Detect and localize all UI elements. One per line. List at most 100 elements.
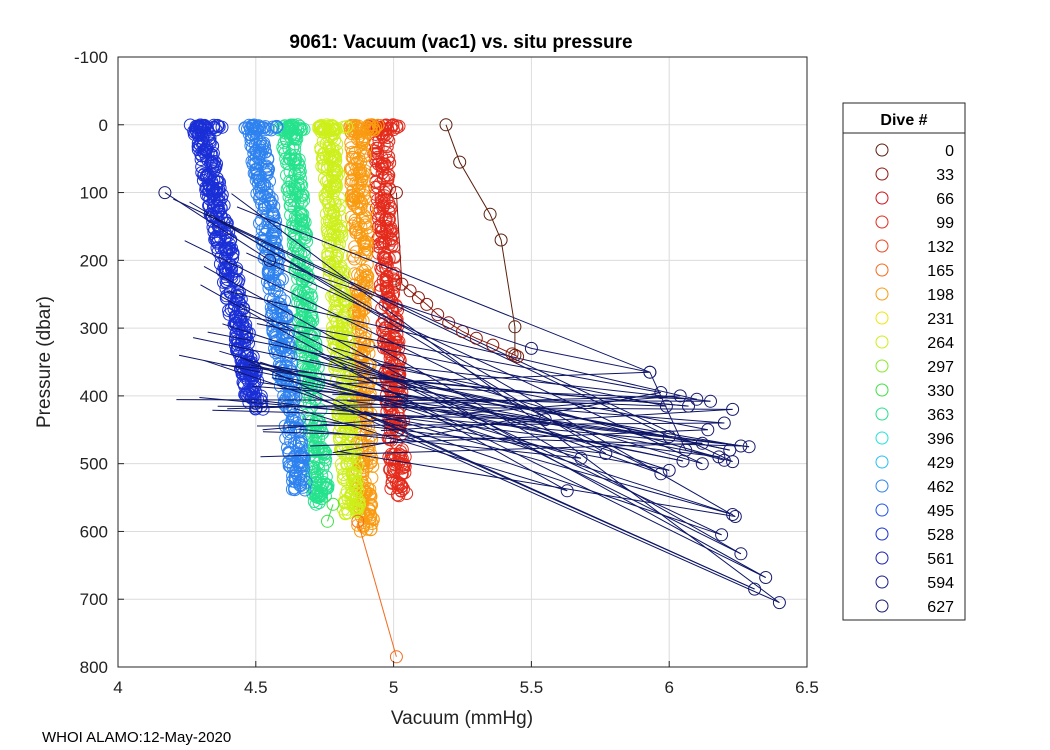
outlier-point <box>654 386 668 399</box>
data-point <box>508 348 522 362</box>
band-point <box>293 189 307 203</box>
band-point <box>331 333 345 347</box>
band-point <box>356 235 370 249</box>
band-point <box>395 479 409 493</box>
band-point <box>235 324 249 338</box>
legend-label: 627 <box>927 599 954 616</box>
band-point <box>295 335 309 349</box>
band-point <box>376 237 390 251</box>
series-line <box>164 192 725 461</box>
y-tick-label: 700 <box>80 590 108 609</box>
band-point <box>323 269 336 282</box>
band-point <box>384 232 398 246</box>
band-point <box>192 119 206 133</box>
band-point <box>314 478 328 492</box>
band-point <box>317 443 331 457</box>
x-tick-label: 4 <box>113 678 122 697</box>
band-point <box>387 274 401 288</box>
band-point <box>397 457 411 471</box>
connection-line <box>364 410 733 515</box>
connection-line <box>302 418 606 454</box>
legend-marker <box>875 311 889 325</box>
legend: Dive # 0 33 66 99 132 165 198 231 264 297 330 363 39… <box>842 102 966 621</box>
connection-line <box>293 407 568 492</box>
band-point <box>346 184 360 198</box>
band-point <box>291 272 305 286</box>
band-point <box>320 175 333 189</box>
band-point <box>202 198 216 212</box>
band-point <box>286 474 300 488</box>
band-point <box>293 165 307 179</box>
series-165 <box>351 514 403 664</box>
band-point <box>261 275 274 289</box>
data-point <box>483 207 497 221</box>
data-point <box>411 291 425 305</box>
band-point <box>377 158 391 172</box>
band-point <box>302 396 316 410</box>
band-point <box>244 122 258 136</box>
outlier-connections <box>173 193 780 604</box>
band-point <box>294 214 308 227</box>
band-point <box>282 157 296 171</box>
legend-label: 594 <box>927 575 954 592</box>
band-point <box>384 340 398 354</box>
band-point <box>319 207 333 221</box>
band-point <box>351 518 365 532</box>
outlier-point <box>728 510 742 523</box>
connection-line <box>246 252 703 465</box>
y-tick-label: 300 <box>80 319 108 338</box>
legend-label: 0 <box>945 143 954 160</box>
data-point <box>511 350 525 364</box>
band-point <box>265 305 279 319</box>
band-point <box>376 259 389 273</box>
band-point <box>365 517 379 530</box>
band-point <box>214 201 228 215</box>
y-tick-label: 800 <box>80 658 108 677</box>
band-point <box>274 300 288 314</box>
band-point <box>394 484 408 497</box>
band-point <box>308 468 322 482</box>
data-point <box>263 253 277 267</box>
band-point <box>372 212 386 226</box>
band-point <box>358 247 371 261</box>
band-point <box>339 300 353 314</box>
band-point <box>385 433 399 447</box>
band-point <box>255 197 269 211</box>
outlier-point <box>726 455 740 469</box>
connection-line <box>176 399 711 402</box>
band-point <box>378 169 392 182</box>
legend-label: 363 <box>927 407 954 424</box>
y-tick-label: 0 <box>99 116 108 135</box>
band-point <box>205 148 219 162</box>
outlier-point <box>560 484 574 498</box>
legend-marker <box>875 239 889 253</box>
legend-label: 132 <box>927 239 954 256</box>
band-point <box>378 321 392 335</box>
outlier-point <box>574 451 588 465</box>
band-point <box>379 212 393 226</box>
band-point <box>270 119 283 133</box>
outlier-point <box>717 416 731 430</box>
band-point <box>352 203 366 216</box>
band-point <box>394 445 407 458</box>
band-point <box>337 287 351 301</box>
band-point <box>314 487 327 501</box>
band-point <box>270 256 284 269</box>
x-tick-label: 5 <box>389 678 398 697</box>
band-point <box>256 137 270 151</box>
connection-line <box>337 450 736 517</box>
data-point <box>321 514 334 528</box>
band-point <box>386 304 399 318</box>
connection-line <box>173 198 670 438</box>
band-point <box>317 151 330 165</box>
band-point <box>348 146 362 160</box>
band-point <box>328 358 342 372</box>
outlier-point <box>538 413 552 427</box>
axis-ticks: 4 4.5 5 5.5 6 6.5 -100 0 100 200 300 400 500 600 700 80… <box>74 48 819 697</box>
connection-line <box>219 350 582 459</box>
data-point <box>469 331 483 345</box>
x-tick-label: 6.5 <box>795 678 819 697</box>
band-point <box>255 143 269 157</box>
legend-label: 99 <box>936 215 954 232</box>
